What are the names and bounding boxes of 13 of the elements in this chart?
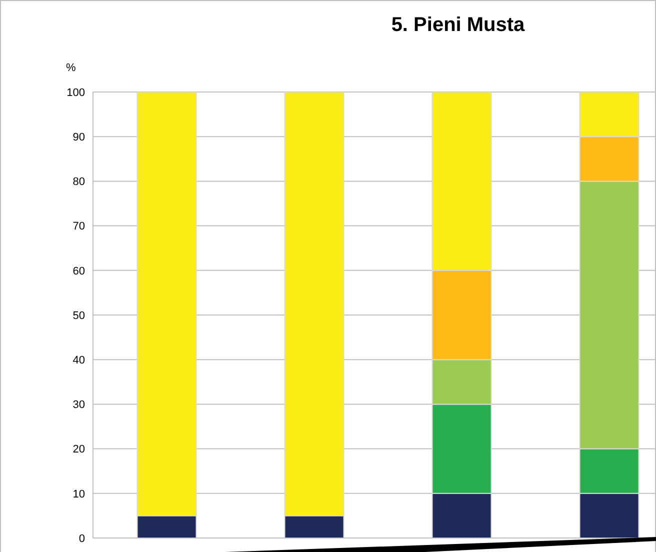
y-tick-label: 30 [72,399,85,412]
y-tick-label: 0 [78,532,85,545]
y-tick-label: 60 [72,265,85,278]
y-tick-label: 100 [66,86,85,99]
y-tick-label: 80 [72,176,85,188]
y-tick-label: 70 [72,220,85,233]
y-tick-label: 10 [72,488,85,500]
chart-title: 5. Pieni Musta [390,14,526,37]
y-axis-title: % [66,62,76,74]
y-tick-label: 90 [72,132,85,144]
y-tick-label: 50 [72,310,85,322]
y-tick-label: 40 [72,354,85,367]
y-tick-label: 20 [72,444,85,456]
